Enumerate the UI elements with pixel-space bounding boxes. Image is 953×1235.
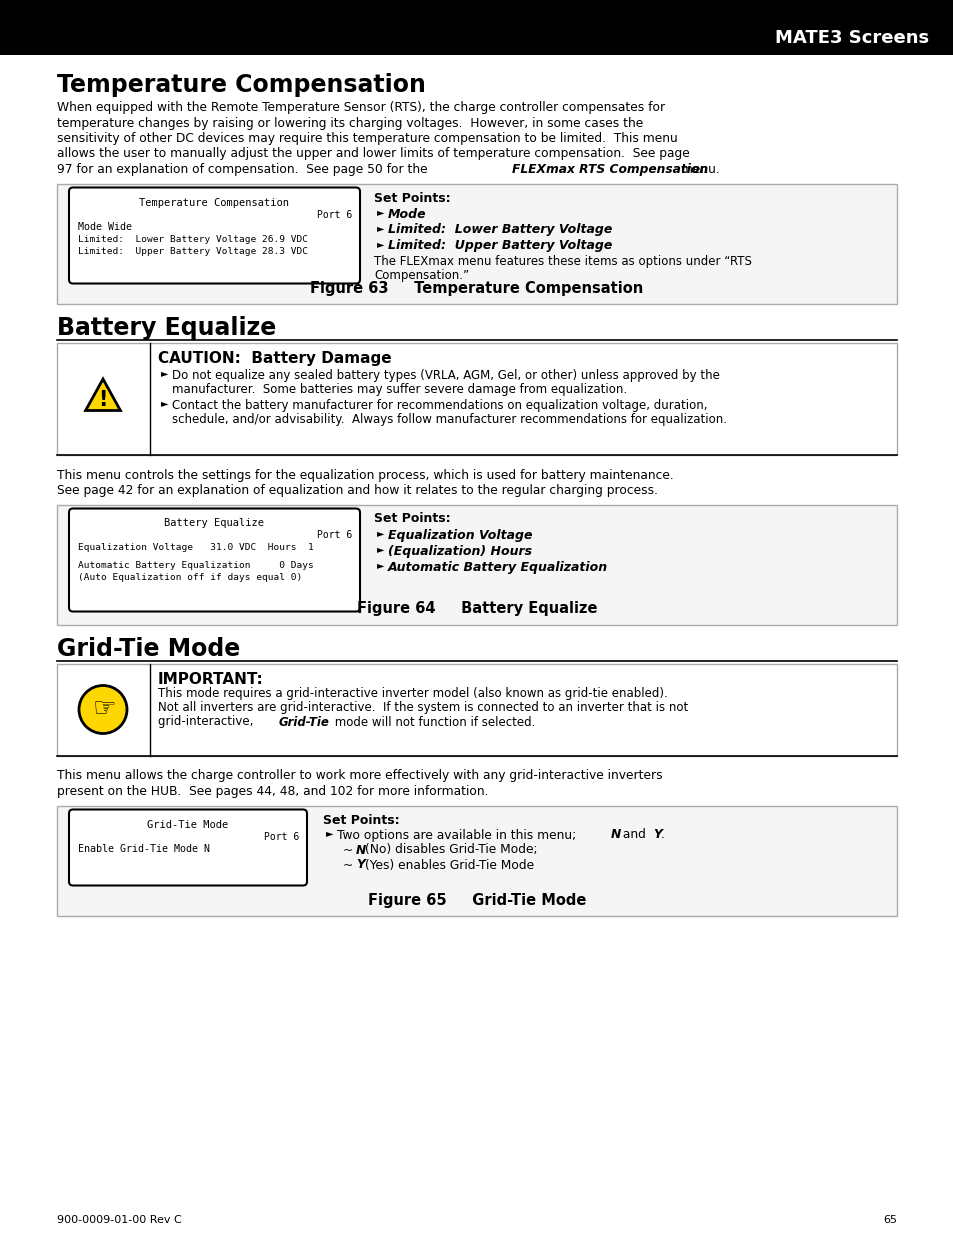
Text: Two options are available in this menu;: Two options are available in this menu; [336, 829, 579, 841]
Text: .: . [660, 829, 664, 841]
Text: ►: ► [376, 529, 384, 538]
Text: Automatic Battery Equalization     0 Days: Automatic Battery Equalization 0 Days [78, 561, 314, 569]
Bar [57, 342, 896, 454]
Text: ►: ► [376, 224, 384, 233]
Text: Set Points:: Set Points: [374, 513, 450, 526]
Text: schedule, and/or advisability.  Always follow manufacturer recommendations for e: schedule, and/or advisability. Always fo… [172, 412, 726, 426]
Bar [57, 505, 896, 625]
Text: See page 42 for an explanation of equalization and how it relates to the regular: See page 42 for an explanation of equali… [57, 484, 658, 496]
Text: Do not equalize any sealed battery types (VRLA, AGM, Gel, or other) unless appro: Do not equalize any sealed battery types… [172, 368, 720, 382]
Text: Mode Wide: Mode Wide [78, 221, 132, 231]
Text: Limited:  Lower Battery Voltage 26.9 VDC: Limited: Lower Battery Voltage 26.9 VDC [78, 235, 308, 243]
Text: (No) disables Grid-Tie Mode;: (No) disables Grid-Tie Mode; [365, 844, 537, 857]
Text: Temperature Compensation: Temperature Compensation [139, 198, 289, 207]
Text: Grid-Tie Mode: Grid-Tie Mode [147, 820, 229, 830]
Text: temperature changes by raising or lowering its charging voltages.  However, in s: temperature changes by raising or loweri… [57, 116, 642, 130]
Text: Y: Y [652, 829, 661, 841]
Text: 65: 65 [882, 1215, 896, 1225]
Text: ►: ► [161, 368, 169, 378]
Bar [57, 805, 896, 915]
Text: grid-interactive,: grid-interactive, [158, 715, 257, 729]
Text: Automatic Battery Equalization: Automatic Battery Equalization [388, 561, 607, 573]
Text: Figure 65     Grid-Tie Mode: Figure 65 Grid-Tie Mode [368, 893, 585, 908]
Text: ►: ► [376, 545, 384, 555]
Bar [0, 0, 953, 56]
Text: Enable Grid-Tie Mode N: Enable Grid-Tie Mode N [78, 844, 210, 853]
Text: This menu allows the charge controller to work more effectively with any grid-in: This menu allows the charge controller t… [57, 769, 662, 783]
Text: Figure 64     Battery Equalize: Figure 64 Battery Equalize [356, 601, 597, 616]
Text: Figure 63     Temperature Compensation: Figure 63 Temperature Compensation [310, 280, 643, 295]
Bar [57, 663, 896, 756]
Text: Set Points:: Set Points: [374, 191, 450, 205]
Text: This mode requires a grid-interactive inverter model (also known as grid-tie ena: This mode requires a grid-interactive in… [158, 688, 667, 700]
FancyBboxPatch shape [69, 188, 359, 284]
Text: 97 for an explanation of compensation.  See page 50 for the: 97 for an explanation of compensation. S… [57, 163, 431, 177]
FancyBboxPatch shape [69, 509, 359, 611]
Text: Battery Equalize: Battery Equalize [57, 315, 276, 340]
Text: When equipped with the Remote Temperature Sensor (RTS), the charge controller co: When equipped with the Remote Temperatur… [57, 101, 664, 114]
Text: Limited:  Upper Battery Voltage: Limited: Upper Battery Voltage [388, 240, 612, 252]
Text: ►: ► [376, 561, 384, 571]
Text: Compensation.”: Compensation.” [374, 269, 469, 283]
Text: Not all inverters are grid-interactive.  If the system is connected to an invert: Not all inverters are grid-interactive. … [158, 701, 687, 715]
Text: Temperature Compensation: Temperature Compensation [57, 73, 425, 98]
Text: Port 6: Port 6 [316, 210, 352, 220]
FancyBboxPatch shape [69, 809, 307, 885]
Text: 900-0009-01-00 Rev C: 900-0009-01-00 Rev C [57, 1215, 182, 1225]
Text: (Equalization) Hours: (Equalization) Hours [388, 545, 532, 557]
Text: ►: ► [376, 207, 384, 217]
Text: !: ! [98, 390, 108, 410]
Text: Battery Equalize: Battery Equalize [164, 519, 264, 529]
Text: IMPORTANT:: IMPORTANT: [158, 672, 263, 687]
Text: (Auto Equalization off if days equal 0): (Auto Equalization off if days equal 0) [78, 573, 302, 583]
Text: FLEXmax RTS Compensation: FLEXmax RTS Compensation [512, 163, 707, 177]
Text: Set Points:: Set Points: [323, 814, 399, 826]
Text: (Yes) enables Grid-Tie Mode: (Yes) enables Grid-Tie Mode [365, 858, 534, 872]
Text: Port 6: Port 6 [263, 831, 298, 841]
Text: and: and [618, 829, 649, 841]
Text: mode will not function if selected.: mode will not function if selected. [331, 715, 535, 729]
Text: ►: ► [326, 829, 334, 839]
Text: MATE3 Screens: MATE3 Screens [774, 28, 928, 47]
Text: N: N [355, 844, 366, 857]
Text: ►: ► [376, 240, 384, 249]
Text: ~: ~ [343, 858, 353, 872]
Text: Mode: Mode [388, 207, 426, 221]
Text: ►: ► [161, 399, 169, 409]
Circle shape [79, 685, 127, 734]
Text: N: N [610, 829, 620, 841]
Text: Grid-Tie Mode: Grid-Tie Mode [57, 636, 240, 661]
Text: Port 6: Port 6 [316, 531, 352, 541]
Text: present on the HUB.  See pages 44, 48, and 102 for more information.: present on the HUB. See pages 44, 48, an… [57, 785, 488, 798]
Text: The FLEXmax menu features these items as options under “RTS: The FLEXmax menu features these items as… [374, 256, 751, 268]
Text: This menu controls the settings for the equalization process, which is used for : This menu controls the settings for the … [57, 468, 673, 482]
Text: Equalization Voltage   31.0 VDC  Hours  1: Equalization Voltage 31.0 VDC Hours 1 [78, 542, 314, 552]
Text: sensitivity of other DC devices may require this temperature compensation to be : sensitivity of other DC devices may requ… [57, 132, 677, 144]
Polygon shape [86, 379, 120, 410]
Text: Equalization Voltage: Equalization Voltage [388, 529, 532, 541]
Text: manufacturer.  Some batteries may suffer severe damage from equalization.: manufacturer. Some batteries may suffer … [172, 383, 626, 395]
Text: menu.: menu. [677, 163, 719, 177]
Text: CAUTION:  Battery Damage: CAUTION: Battery Damage [158, 351, 392, 366]
Text: Limited:  Upper Battery Voltage 28.3 VDC: Limited: Upper Battery Voltage 28.3 VDC [78, 247, 308, 257]
Text: ☞: ☞ [93, 697, 116, 722]
Text: Grid-Tie: Grid-Tie [278, 715, 330, 729]
Text: allows the user to manually adjust the upper and lower limits of temperature com: allows the user to manually adjust the u… [57, 147, 689, 161]
Text: Contact the battery manufacturer for recommendations on equalization voltage, du: Contact the battery manufacturer for rec… [172, 399, 707, 411]
Bar [57, 184, 896, 304]
Text: ~: ~ [343, 844, 353, 857]
Text: Limited:  Lower Battery Voltage: Limited: Lower Battery Voltage [388, 224, 612, 236]
Text: Y: Y [355, 858, 364, 872]
